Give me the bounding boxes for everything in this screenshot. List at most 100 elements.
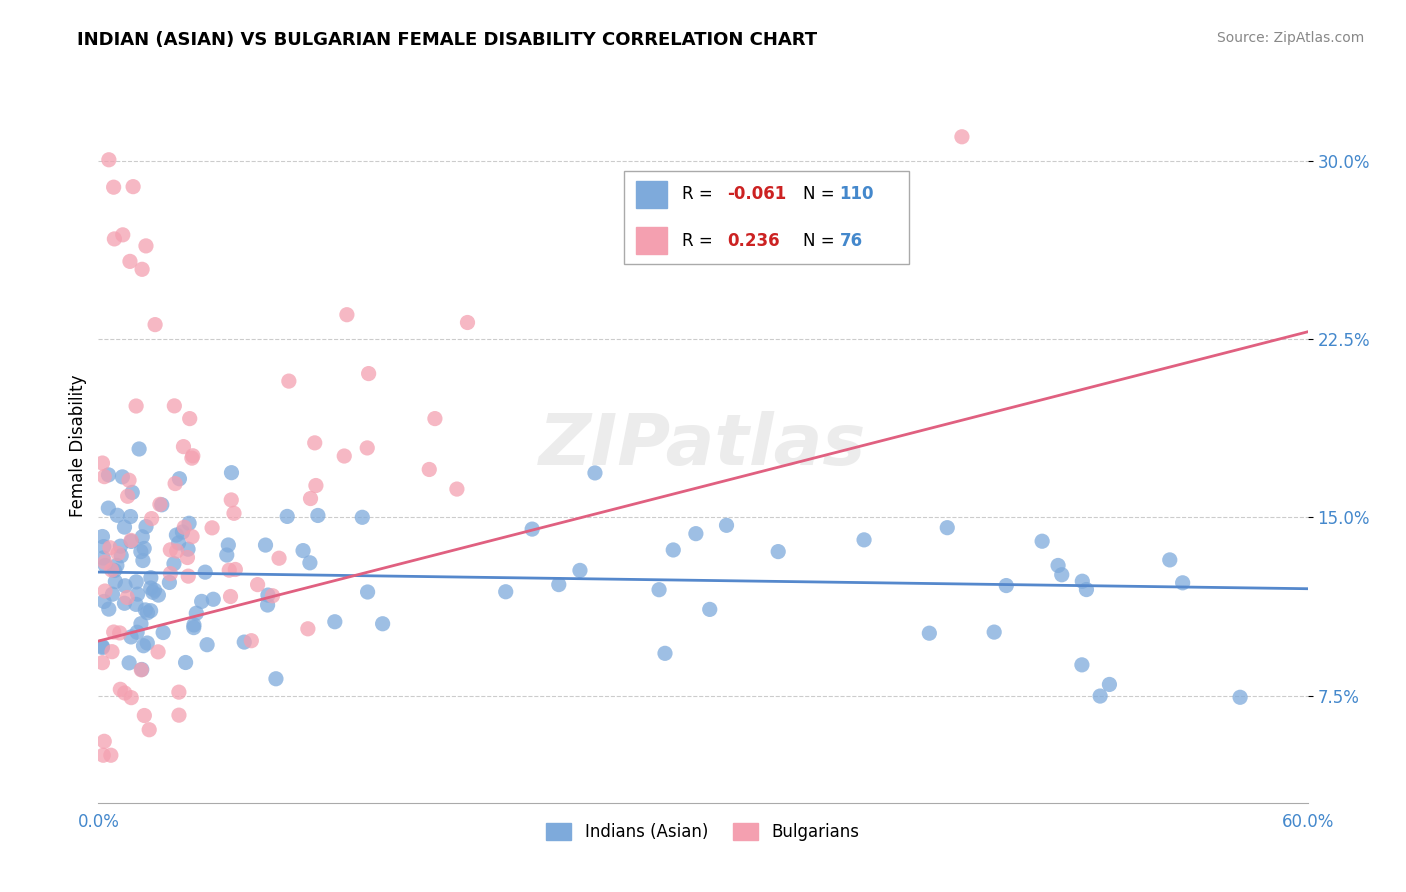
Point: [292, 543, 315, 558]
Point: [246, 577, 269, 591]
Point: [103, 625, 125, 640]
Point: [97, 602, 120, 616]
Text: ZIPatlas: ZIPatlas: [540, 411, 866, 481]
Point: [1171, 575, 1194, 590]
Bar: [637, 227, 666, 254]
Point: [111, 227, 134, 242]
Point: [143, 318, 166, 332]
Point: [418, 462, 440, 476]
Point: [148, 588, 170, 602]
Point: [131, 530, 153, 544]
Point: [105, 508, 128, 523]
Point: [97, 153, 120, 167]
Point: [104, 574, 127, 589]
Point: [146, 645, 169, 659]
Point: [357, 367, 380, 381]
Point: [298, 556, 321, 570]
Point: [131, 262, 153, 277]
Point: [169, 472, 191, 486]
Point: [181, 449, 204, 463]
Point: [120, 509, 142, 524]
Point: [264, 672, 287, 686]
Text: N =: N =: [803, 232, 841, 250]
Point: [323, 615, 346, 629]
Point: [240, 633, 263, 648]
Point: [254, 538, 277, 552]
Point: [177, 569, 200, 583]
Point: [91, 456, 114, 470]
Point: [136, 606, 159, 620]
Point: [202, 592, 225, 607]
Point: [94, 555, 117, 569]
Point: [352, 510, 374, 524]
Point: [105, 558, 128, 573]
Point: [336, 308, 359, 322]
Point: [129, 616, 152, 631]
Point: [181, 530, 204, 544]
Point: [219, 590, 242, 604]
Point: [118, 656, 141, 670]
Point: [118, 473, 141, 487]
Point: [222, 506, 245, 520]
Point: [583, 466, 606, 480]
Text: -0.061: -0.061: [727, 186, 786, 203]
Text: 110: 110: [839, 186, 875, 203]
Point: [180, 451, 202, 466]
Point: [150, 498, 173, 512]
Point: [918, 626, 941, 640]
Point: [547, 577, 569, 591]
Point: [139, 571, 162, 585]
Point: [110, 549, 132, 563]
Point: [94, 558, 117, 573]
Point: [262, 589, 284, 603]
Point: [177, 516, 200, 531]
Point: [159, 542, 181, 557]
Point: [172, 524, 194, 539]
Point: [93, 594, 115, 608]
Point: [333, 449, 356, 463]
Point: [125, 598, 148, 612]
Point: [1229, 690, 1251, 705]
Point: [135, 239, 157, 253]
Point: [1088, 689, 1111, 703]
Point: [93, 734, 115, 748]
Point: [120, 534, 142, 549]
Point: [125, 574, 148, 589]
Point: [101, 587, 124, 601]
Point: [110, 539, 132, 553]
Point: [186, 606, 208, 620]
Point: [1159, 553, 1181, 567]
Point: [950, 129, 973, 144]
Point: [93, 540, 115, 554]
Point: [100, 748, 122, 763]
Point: [100, 563, 122, 577]
Point: [163, 399, 186, 413]
Point: [305, 478, 328, 492]
Text: INDIAN (ASIAN) VS BULGARIAN FEMALE DISABILITY CORRELATION CHART: INDIAN (ASIAN) VS BULGARIAN FEMALE DISAB…: [77, 31, 817, 49]
Point: [1098, 677, 1121, 691]
Point: [91, 551, 114, 566]
Point: [149, 497, 172, 511]
Point: [183, 618, 205, 632]
Point: [495, 584, 517, 599]
Point: [103, 232, 125, 246]
Point: [224, 562, 246, 576]
Point: [93, 469, 115, 483]
Point: [114, 596, 136, 610]
Point: [114, 686, 136, 700]
Point: [299, 491, 322, 506]
Text: Source: ZipAtlas.com: Source: ZipAtlas.com: [1216, 31, 1364, 45]
Point: [163, 557, 186, 571]
FancyBboxPatch shape: [624, 171, 908, 264]
Point: [256, 598, 278, 612]
Point: [183, 621, 205, 635]
Point: [91, 656, 114, 670]
Point: [127, 625, 149, 640]
Point: [1076, 582, 1098, 597]
Point: [103, 564, 125, 578]
Point: [136, 636, 159, 650]
Point: [159, 566, 181, 581]
Point: [132, 553, 155, 567]
Point: [142, 585, 165, 599]
Point: [194, 565, 217, 579]
